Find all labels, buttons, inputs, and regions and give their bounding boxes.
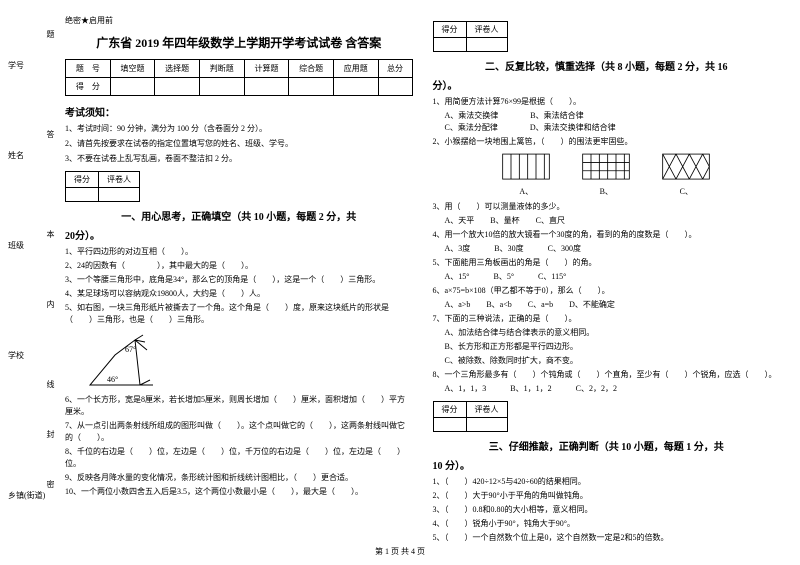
s2-q4: 4、用一个放大10倍的放大镜看一个30度的角，看到的角的度数是（ ）。 <box>433 229 781 241</box>
section3-sub: 10 分）。 <box>433 457 781 472</box>
s3-q1: 1、（ ）420÷12×5与420÷60的结果相同。 <box>433 476 781 488</box>
s2-q8: 8、一个三角形最多有（ ）个钝角或（ ）个直角，至少有（ ）个锐角，应选（ ）。 <box>433 369 781 381</box>
s2-q1-opts: A、乘法交换律 B、乘法结合律 C、乘法分配律 D、乘法交换律和结合律 <box>433 110 781 134</box>
section1-sub: 20分）。 <box>65 227 413 242</box>
s2-q3-opts: A、天平 B、量杯 C、直尺 <box>433 215 781 227</box>
s1-q7: 7、从一点引出两条射线所组成的图形叫做（ ）。这个点叫做它的（ ），这两条射线叫… <box>65 420 413 444</box>
page-footer: 第 1 页 共 4 页 <box>0 546 800 557</box>
s2-q4-opts: A、3度 B、30度 C、300度 <box>433 243 781 255</box>
s1-q6: 6、一个长方形，宽是8厘米，若长增加5厘米，则周长增加（ ）厘米，面积增加（ ）… <box>65 394 413 418</box>
notice-title: 考试须知： <box>65 104 413 119</box>
s2-q5: 5、下面能用三角板画出的角是（ ）的角。 <box>433 257 781 269</box>
section2-sub: 分）。 <box>433 77 781 92</box>
s2-q7: 7、下面的三种说法，正确的是（ ）。 <box>433 313 781 325</box>
s1-q2: 2、24的因数有（ ），其中最大的是（ ）。 <box>65 260 413 272</box>
score-h6: 应用题 <box>333 60 378 78</box>
scorer-table-2: 得分评卷人 <box>433 21 508 52</box>
margin-label-2: 班级 <box>8 240 24 251</box>
s1-q9: 9、反映各月降水量的变化情况，条形统计图和折线统计图相比，（ ）更合适。 <box>65 472 413 484</box>
section3-title: 三、仔细推敲，正确判断（共 10 小题，每题 1 分，共 <box>433 438 781 453</box>
seal-char-0: 题 <box>45 30 56 38</box>
s2-q1: 1、用简便方法计算76×99是根据（ ）。 <box>433 96 781 108</box>
seal-char-2: 本 <box>45 230 56 238</box>
notice-3: 3、不要在试卷上乱写乱画，卷面不整洁扣 2 分。 <box>65 153 413 164</box>
mini-c1: 得分 <box>66 171 99 187</box>
score-h3: 判断题 <box>199 60 244 78</box>
s1-q5: 5、如右图，一块三角形纸片被撕去了一个角。这个角是（ ）度，原来这块纸片的形状是… <box>65 302 413 326</box>
section2-title: 二、反复比较，慎重选择（共 8 小题，每题 2 分，共 16 <box>433 58 781 73</box>
score-h2: 选择题 <box>155 60 200 78</box>
score-blank <box>110 78 155 96</box>
s2-q6-opts: A、a>b B、a<b C、a=b D、不能确定 <box>433 299 781 311</box>
seal-text: 绝密★启用前 <box>65 15 413 26</box>
right-column: 得分评卷人 二、反复比较，慎重选择（共 8 小题，每题 2 分，共 16 分）。… <box>433 15 781 565</box>
s2-q5-opts: A、15° B、5° C、115° <box>433 271 781 283</box>
score-table: 题 号 填空题 选择题 判断题 计算题 综合题 应用题 总分 得 分 <box>65 59 413 96</box>
s1-q10: 10、一个两位小数四舍五入后是3.5，这个两位小数最小是（ ），最大是（ ）。 <box>65 486 413 498</box>
score-h5: 综合题 <box>289 60 334 78</box>
s1-q1: 1、平行四边形的对边互相（ ）。 <box>65 246 413 258</box>
seal-char-1: 答 <box>45 130 56 138</box>
angle-46: 46° <box>107 375 118 384</box>
s1-q4: 4、某足球场可以容纳观众19800人，大约是（ ）人。 <box>65 288 413 300</box>
s2-q8-opts: A、1，1，3 B、1，1，2 C、2，2，2 <box>433 383 781 395</box>
triangle-diagram: 67° 46° <box>85 330 175 390</box>
s2-q3: 3、用（ ）可以测量液体的多少。 <box>433 201 781 213</box>
notice-2: 2、请首先按要求在试卷的指定位置填写您的姓名、班级、学号。 <box>65 138 413 149</box>
section1-title: 一、用心思考，正确填空（共 10 小题，每题 2 分，共 <box>65 208 413 223</box>
margin-label-0: 学号 <box>8 60 24 71</box>
s2-q2: 2、小猴摆给一块地围上篱笆，（ ）的围法更牢固些。 <box>433 136 781 148</box>
s3-q2: 2、（ ）大于90°小于平角的角叫做钝角。 <box>433 490 781 502</box>
binding-margin: 学号 姓名 班级 学校 乡镇(街道) 题 答 本 内 线 封 密 <box>0 0 55 565</box>
score-h0: 题 号 <box>66 60 111 78</box>
s3-q5: 5、（ ）一个自然数个位上是0，这个自然数一定是2和5的倍数。 <box>433 532 781 544</box>
scorer-table-1: 得分评卷人 <box>65 171 140 202</box>
score-h7: 总分 <box>378 60 412 78</box>
scorer-table-3: 得分评卷人 <box>433 401 508 432</box>
s2-q7-c: C、被除数、除数同时扩大，商不变。 <box>433 355 781 367</box>
pattern-b: B、 <box>581 152 631 197</box>
margin-label-3: 学校 <box>8 350 24 361</box>
score-h1: 填空题 <box>110 60 155 78</box>
pattern-a: A、 <box>501 152 551 197</box>
mini-c2: 评卷人 <box>99 171 140 187</box>
score-h4: 计算题 <box>244 60 289 78</box>
margin-label-1: 姓名 <box>8 150 24 161</box>
s1-q8: 8、千位的右边是（ ）位，左边是（ ）位，千万位的右边是（ ）位，左边是（ ）位… <box>65 446 413 470</box>
angle-67: 67° <box>125 345 136 354</box>
seal-char-6: 密 <box>45 480 56 488</box>
s3-q4: 4、（ ）锐角小于90°，钝角大于90°。 <box>433 518 781 530</box>
s2-q7-b: B、长方形和正方形都是平行四边形。 <box>433 341 781 353</box>
score-row2-label: 得 分 <box>66 78 111 96</box>
s3-q3: 3、（ ）0.8和0.80的大小相等，意义相同。 <box>433 504 781 516</box>
seal-char-3: 内 <box>45 300 56 308</box>
seal-char-4: 线 <box>45 380 56 388</box>
margin-label-4: 乡镇(街道) <box>8 490 45 501</box>
s1-q3: 3、一个等腰三角形中，底角是34°，那么它的顶角是（ ），这是一个（ ）三角形。 <box>65 274 413 286</box>
left-column: 绝密★启用前 广东省 2019 年四年级数学上学期开学考试试卷 含答案 题 号 … <box>65 15 413 565</box>
s2-q6: 6、a×75=b×108（甲乙都不等于0），那么（ ）。 <box>433 285 781 297</box>
notice-1: 1、考试时间：90 分钟，满分为 100 分（含卷面分 2 分）。 <box>65 123 413 134</box>
fence-patterns: A、 B、 C、 <box>433 152 781 197</box>
pattern-c: C、 <box>661 152 711 197</box>
seal-char-5: 封 <box>45 430 56 438</box>
exam-title: 广东省 2019 年四年级数学上学期开学考试试卷 含答案 <box>65 34 413 51</box>
s2-q7-a: A、加法结合律与结合律表示的意义相同。 <box>433 327 781 339</box>
